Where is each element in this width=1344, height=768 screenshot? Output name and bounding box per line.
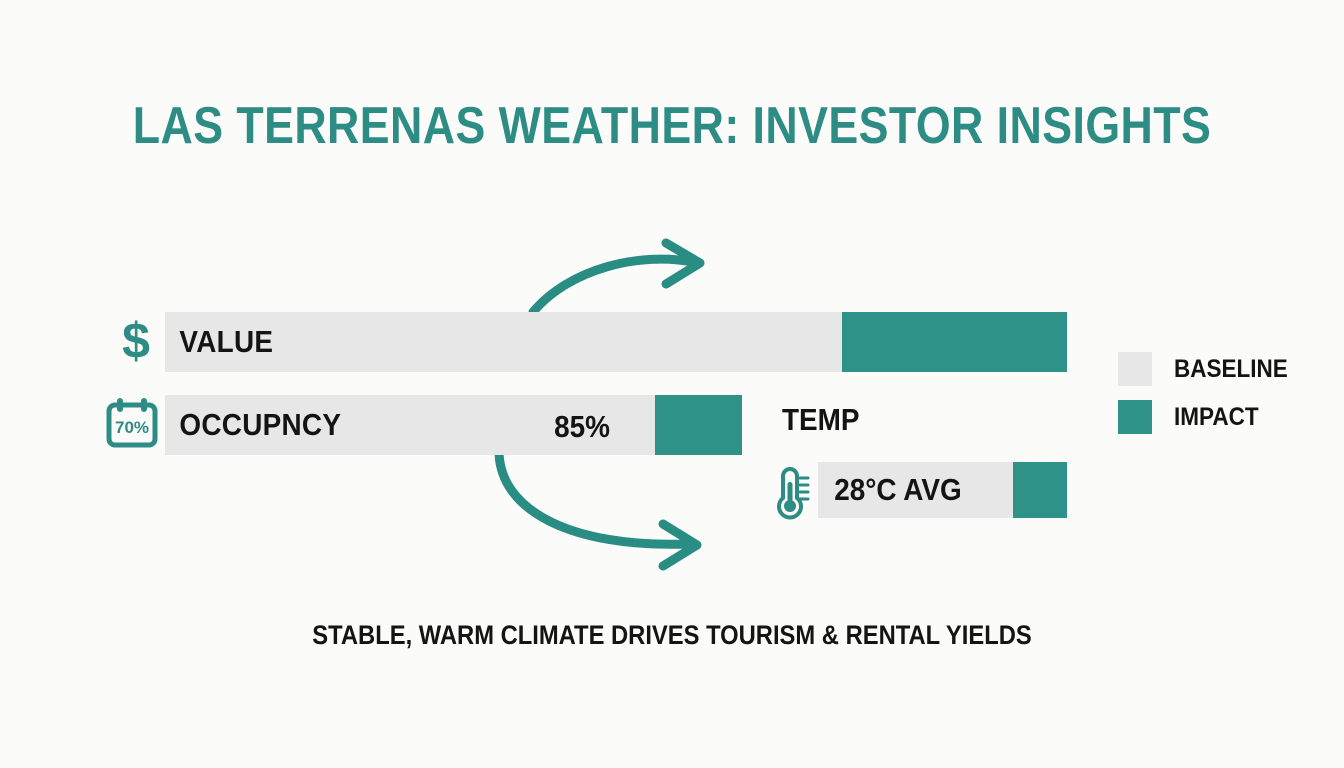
legend-swatch-baseline bbox=[1118, 352, 1152, 386]
bar-temp-value: 28°C AVG bbox=[834, 472, 962, 507]
legend-label-baseline: BASELINE bbox=[1174, 354, 1288, 383]
calendar-icon-value: 70% bbox=[115, 418, 149, 437]
bar-temp: 28°C AVG bbox=[818, 462, 1067, 518]
caption: STABLE, WARM CLIMATE DRIVES TOURISM & RE… bbox=[312, 620, 1032, 650]
bar-value-impact-segment bbox=[842, 312, 1067, 372]
bar-occupancy-baseline-segment: OCCUPNCY bbox=[165, 395, 655, 455]
dollar-icon-glyph: $ bbox=[122, 313, 150, 369]
thermometer-icon bbox=[766, 458, 816, 522]
bar-occupancy-impact-segment bbox=[655, 395, 742, 455]
bar-value-label: VALUE bbox=[179, 324, 274, 359]
dollar-icon: $ bbox=[108, 310, 164, 372]
bar-temp-impact-segment bbox=[1013, 462, 1067, 518]
bar-value-baseline-segment: VALUE bbox=[165, 312, 842, 372]
bar-occupancy: OCCUPNCY bbox=[165, 395, 742, 455]
legend-label-impact: IMPACT bbox=[1174, 402, 1259, 431]
bar-occupancy-value: 85% bbox=[554, 409, 610, 444]
temp-heading: TEMP bbox=[782, 402, 860, 437]
bar-value: VALUE bbox=[165, 312, 1067, 372]
calendar-icon: 70% bbox=[100, 392, 164, 454]
page-title: LAS TERRENAS WEATHER: INVESTOR INSIGHTS bbox=[132, 97, 1212, 155]
bar-temp-baseline-segment: 28°C AVG bbox=[818, 462, 1013, 518]
legend: BASELINE IMPACT bbox=[1118, 352, 1300, 448]
legend-item-impact: IMPACT bbox=[1118, 400, 1300, 434]
bar-occupancy-label: OCCUPNCY bbox=[179, 407, 342, 442]
growth-arrow-up-icon bbox=[528, 238, 705, 317]
legend-item-baseline: BASELINE bbox=[1118, 352, 1300, 386]
growth-arrow-down-icon bbox=[494, 447, 702, 571]
legend-swatch-impact bbox=[1118, 400, 1152, 434]
